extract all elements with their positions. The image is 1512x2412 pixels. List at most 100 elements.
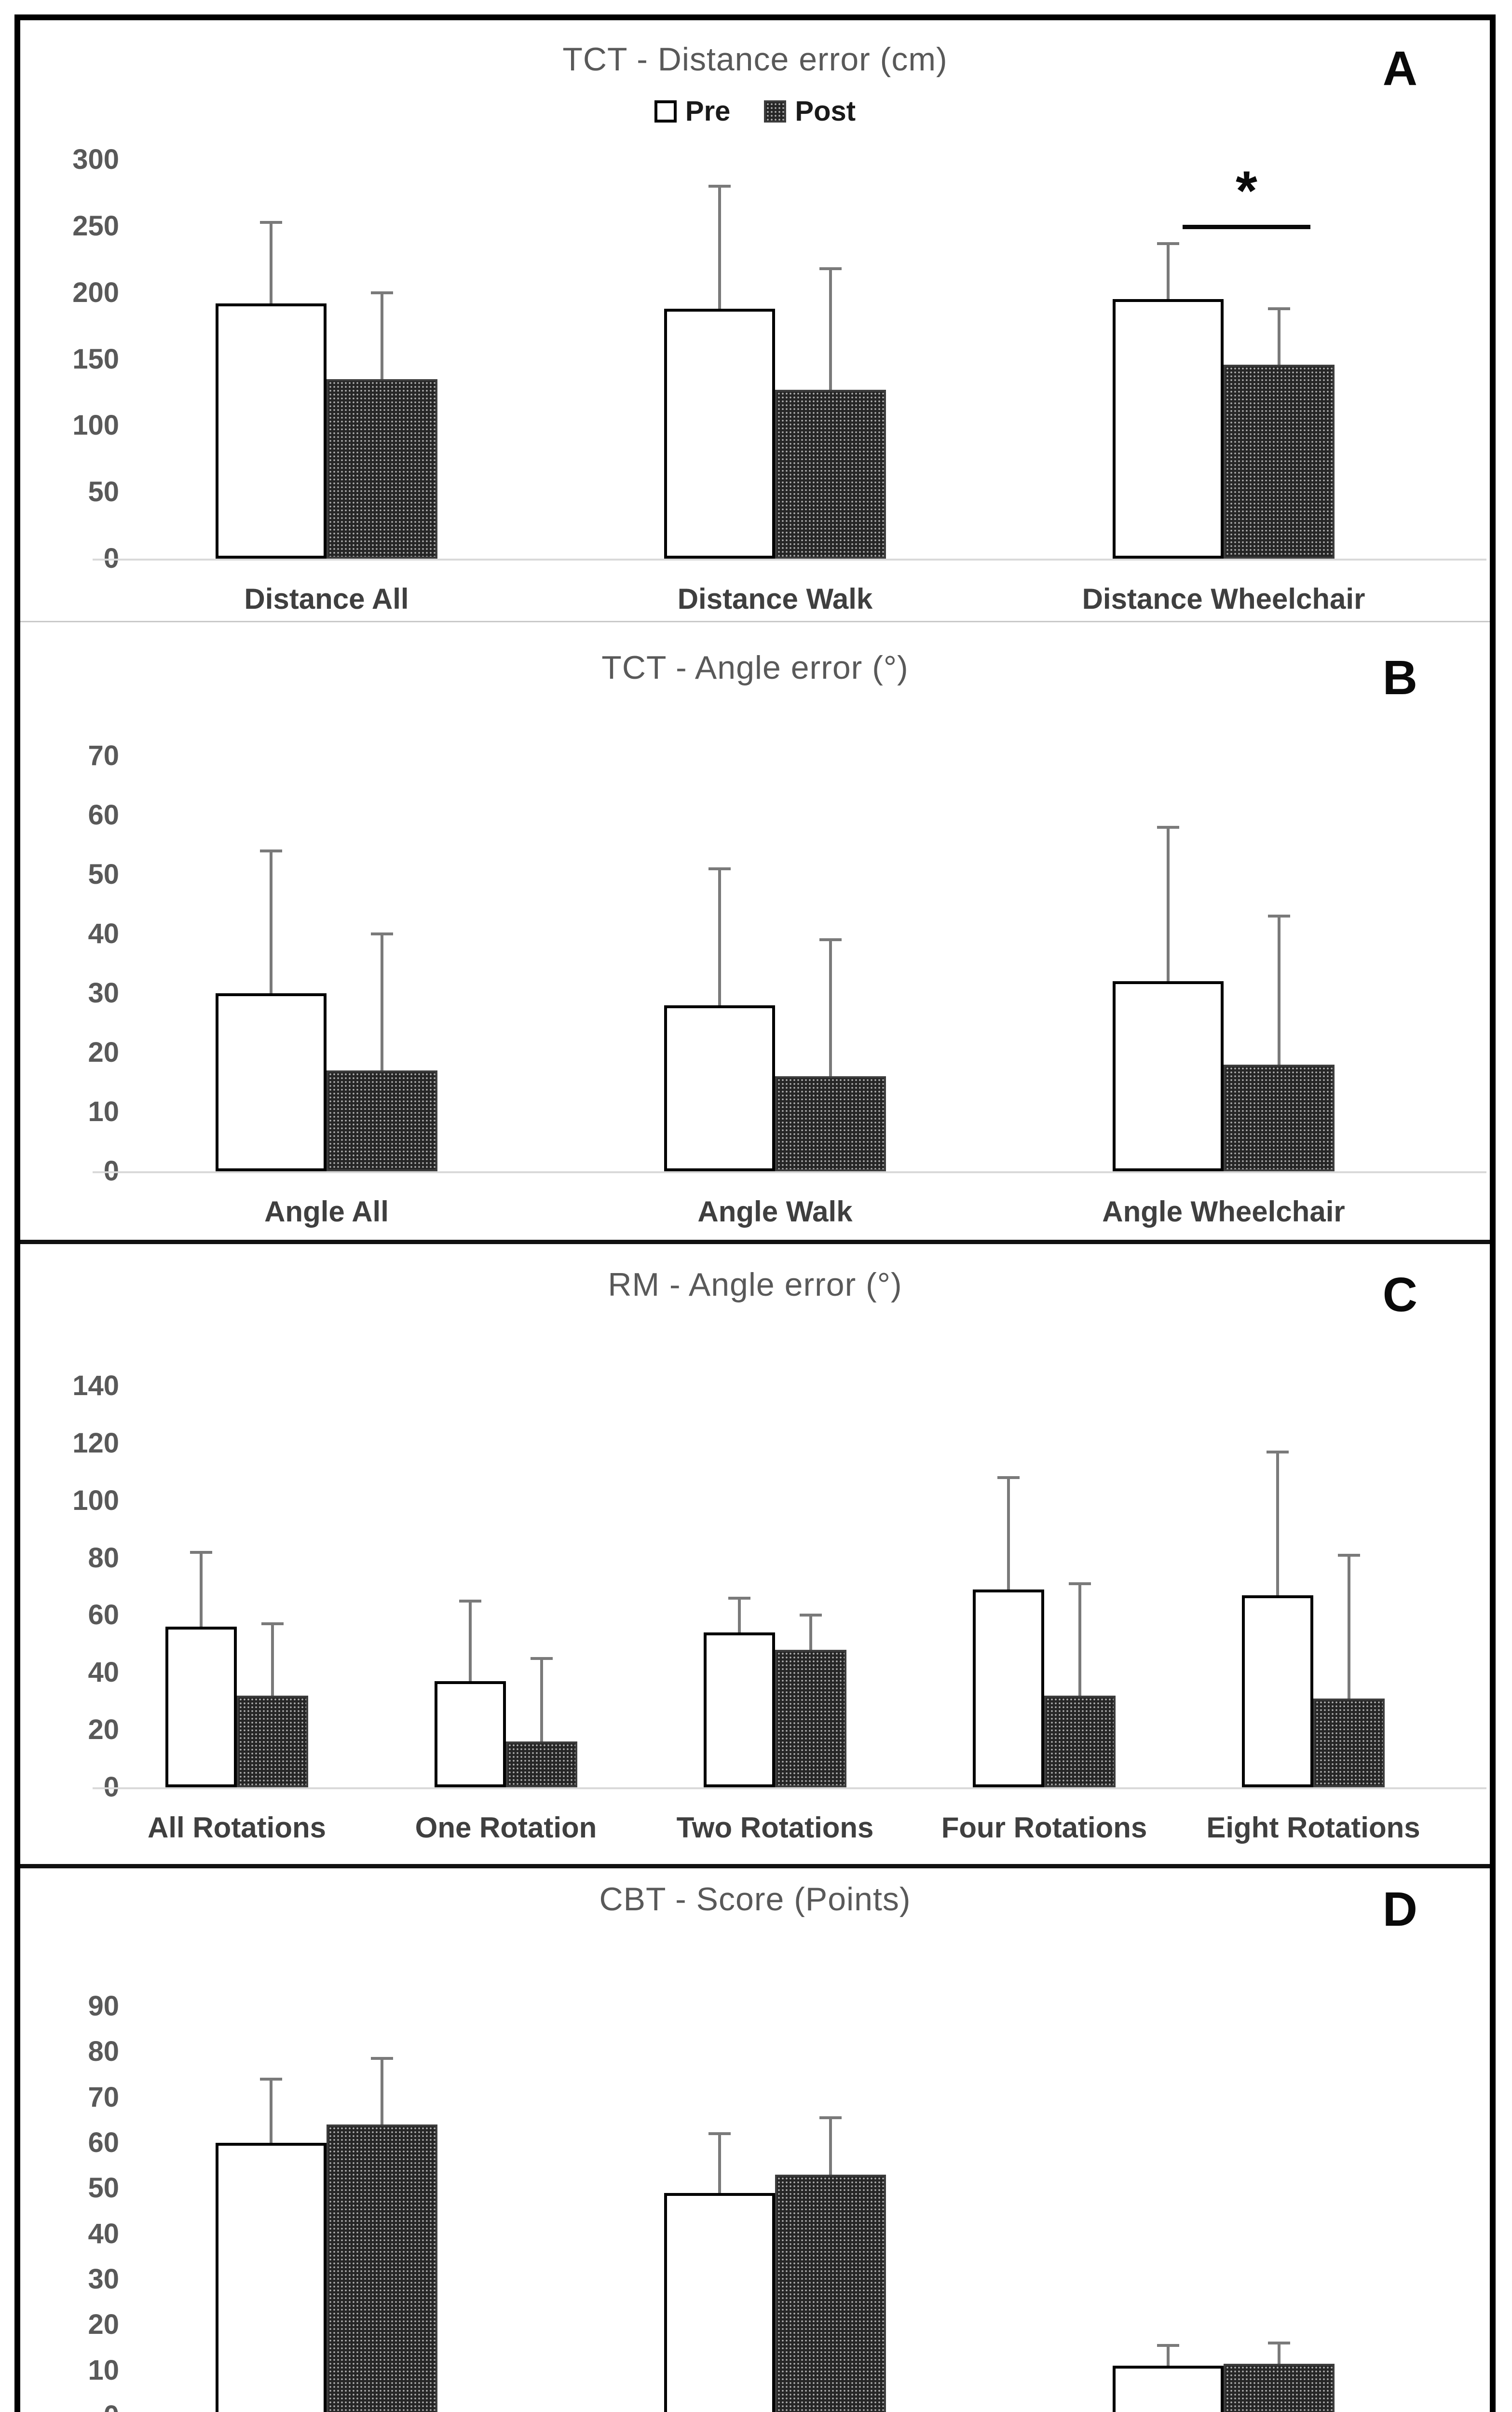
error-bar-stem [1278, 308, 1280, 365]
panel-letter-c: C [1382, 1268, 1417, 1322]
bar-post-0 [237, 1696, 308, 1787]
y-tick-label: 250 [72, 210, 119, 242]
panel-divider-a-b [20, 621, 1490, 622]
plot-area-b: 0 10 20 30 40 50 60 70 Angle All Angle Walk Angle … [20, 622, 1490, 1240]
y-tick-label: 40 [88, 1657, 119, 1688]
error-bar-stem [469, 1601, 472, 1682]
panel-d: CBT - Score (Points) D 0 10 20 30 40 50 60 70 80… [20, 1868, 1490, 2412]
y-tick-label: 140 [72, 1370, 119, 1401]
error-bar-stem [1167, 2345, 1170, 2366]
error-bar-cap [190, 1550, 212, 1554]
error-bar-stem [829, 2118, 832, 2175]
category-label: Angle Wheelchair [1102, 1195, 1345, 1228]
error-bar-cap [1157, 242, 1179, 245]
error-bar-stem [381, 934, 383, 1070]
y-tick-label: 50 [88, 476, 119, 508]
error-bar-stem [1167, 243, 1170, 300]
error-bar-cap [708, 185, 731, 188]
error-bar-stem [718, 868, 721, 1005]
bar-pre-0 [216, 993, 327, 1171]
figure-border: TCT - Distance error (cm) A Pre Post 0 50… [14, 14, 1496, 2412]
significance-star: * [1236, 160, 1257, 222]
legend-pre-label: Pre [685, 96, 731, 127]
error-bar-stem [829, 269, 832, 390]
bar-pre-4 [1242, 1595, 1313, 1787]
bar-post-2 [775, 1650, 846, 1787]
error-bar-cap [1069, 1582, 1091, 1586]
bar-post-2 [1224, 365, 1335, 559]
error-bar-stem [1078, 1584, 1081, 1696]
error-bar-stem [1007, 1478, 1010, 1590]
legend-post-swatch-icon [764, 100, 787, 123]
bar-pre-3 [973, 1590, 1044, 1787]
y-tick-label: 90 [88, 1990, 119, 2022]
y-tick-label: 30 [88, 2263, 119, 2295]
bar-post-3 [1044, 1696, 1116, 1787]
baseline-gridline [93, 559, 1486, 561]
y-tick-label: 40 [88, 918, 119, 949]
panel-title-b: TCT - Angle error (°) [601, 649, 909, 686]
bar-pre-2 [704, 1632, 775, 1787]
error-bar-cap [997, 1476, 1020, 1480]
error-bar-cap [1268, 2342, 1290, 2345]
error-bar-cap [531, 1657, 553, 1660]
bar-post-1 [775, 390, 886, 559]
legend-item-pre: Pre [654, 95, 731, 127]
y-tick-label: 120 [72, 1427, 119, 1459]
category-label: Distance All [244, 583, 409, 615]
panel-title-a: TCT - Distance error (cm) [562, 41, 948, 78]
error-bar-cap [708, 867, 731, 870]
error-bar-stem [809, 1615, 812, 1650]
y-tick-label: 80 [88, 1542, 119, 1574]
error-bar-cap [371, 291, 393, 294]
error-bar-cap [800, 1614, 822, 1617]
bar-post-0 [327, 2124, 437, 2412]
y-tick-label: 100 [72, 1484, 119, 1516]
error-bar-cap [1338, 1553, 1360, 1557]
bar-pre-2 [1113, 2366, 1224, 2412]
category-label: Distance Wheelchair [1082, 583, 1365, 615]
category-label: Angle All [264, 1195, 389, 1228]
error-bar-stem [718, 186, 721, 309]
y-tick-label: 150 [72, 343, 119, 375]
error-bar-stem [381, 292, 383, 379]
bar-post-2 [1224, 2364, 1335, 2412]
y-tick-label: 10 [88, 2354, 119, 2386]
error-bar-stem [270, 850, 272, 993]
category-label: Distance Walk [677, 583, 873, 615]
baseline-gridline [93, 1787, 1486, 1789]
error-bar-stem [270, 222, 272, 303]
error-bar-cap [708, 2132, 731, 2136]
y-tick-label: 70 [88, 740, 119, 771]
bar-post-1 [775, 2175, 886, 2412]
error-bar-cap [1268, 307, 1290, 310]
panel-divider-c-d [20, 1864, 1490, 1868]
error-bar-cap [819, 267, 842, 271]
category-label: One Rotation [415, 1811, 597, 1844]
bar-post-0 [327, 379, 437, 559]
bar-post-1 [506, 1741, 577, 1787]
category-label: Two Rotations [676, 1811, 874, 1844]
y-tick-label: 300 [72, 144, 119, 175]
error-bar-stem [1167, 827, 1170, 982]
panel-title-d: CBT - Score (Points) [599, 1881, 911, 1918]
y-tick-label: 50 [88, 2172, 119, 2204]
error-bar-cap [1268, 915, 1290, 918]
y-tick-label: 20 [88, 1714, 119, 1746]
panel-letter-d: D [1382, 1882, 1417, 1936]
error-bar-cap [371, 2057, 393, 2060]
panel-a: TCT - Distance error (cm) A Pre Post 0 50… [20, 20, 1490, 621]
error-bar-cap [371, 932, 393, 935]
error-bar-stem [381, 2058, 383, 2125]
error-bar-cap [819, 938, 842, 942]
legend-post-label: Post [795, 96, 856, 127]
y-tick-label: 60 [88, 799, 119, 831]
baseline-gridline [93, 1171, 1486, 1173]
y-tick-label: 30 [88, 977, 119, 1009]
error-bar-stem [271, 1624, 274, 1696]
legend-pre-swatch-icon [654, 100, 677, 123]
error-bar-cap [1157, 825, 1179, 829]
y-tick-label: 20 [88, 1037, 119, 1068]
error-bar-cap [728, 1596, 750, 1600]
y-tick-label: 60 [88, 2127, 119, 2158]
